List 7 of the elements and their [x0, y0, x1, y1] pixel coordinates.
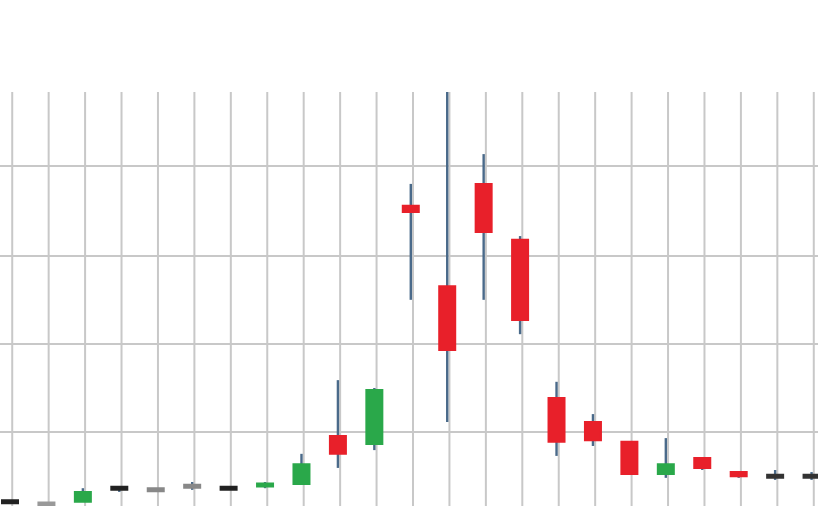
candlestick [620, 440, 639, 476]
candlestick [547, 380, 566, 458]
candlestick [583, 412, 602, 448]
candlestick [292, 452, 311, 486]
candlestick [656, 436, 675, 480]
candlestick [401, 182, 420, 302]
candlestick [328, 378, 347, 470]
